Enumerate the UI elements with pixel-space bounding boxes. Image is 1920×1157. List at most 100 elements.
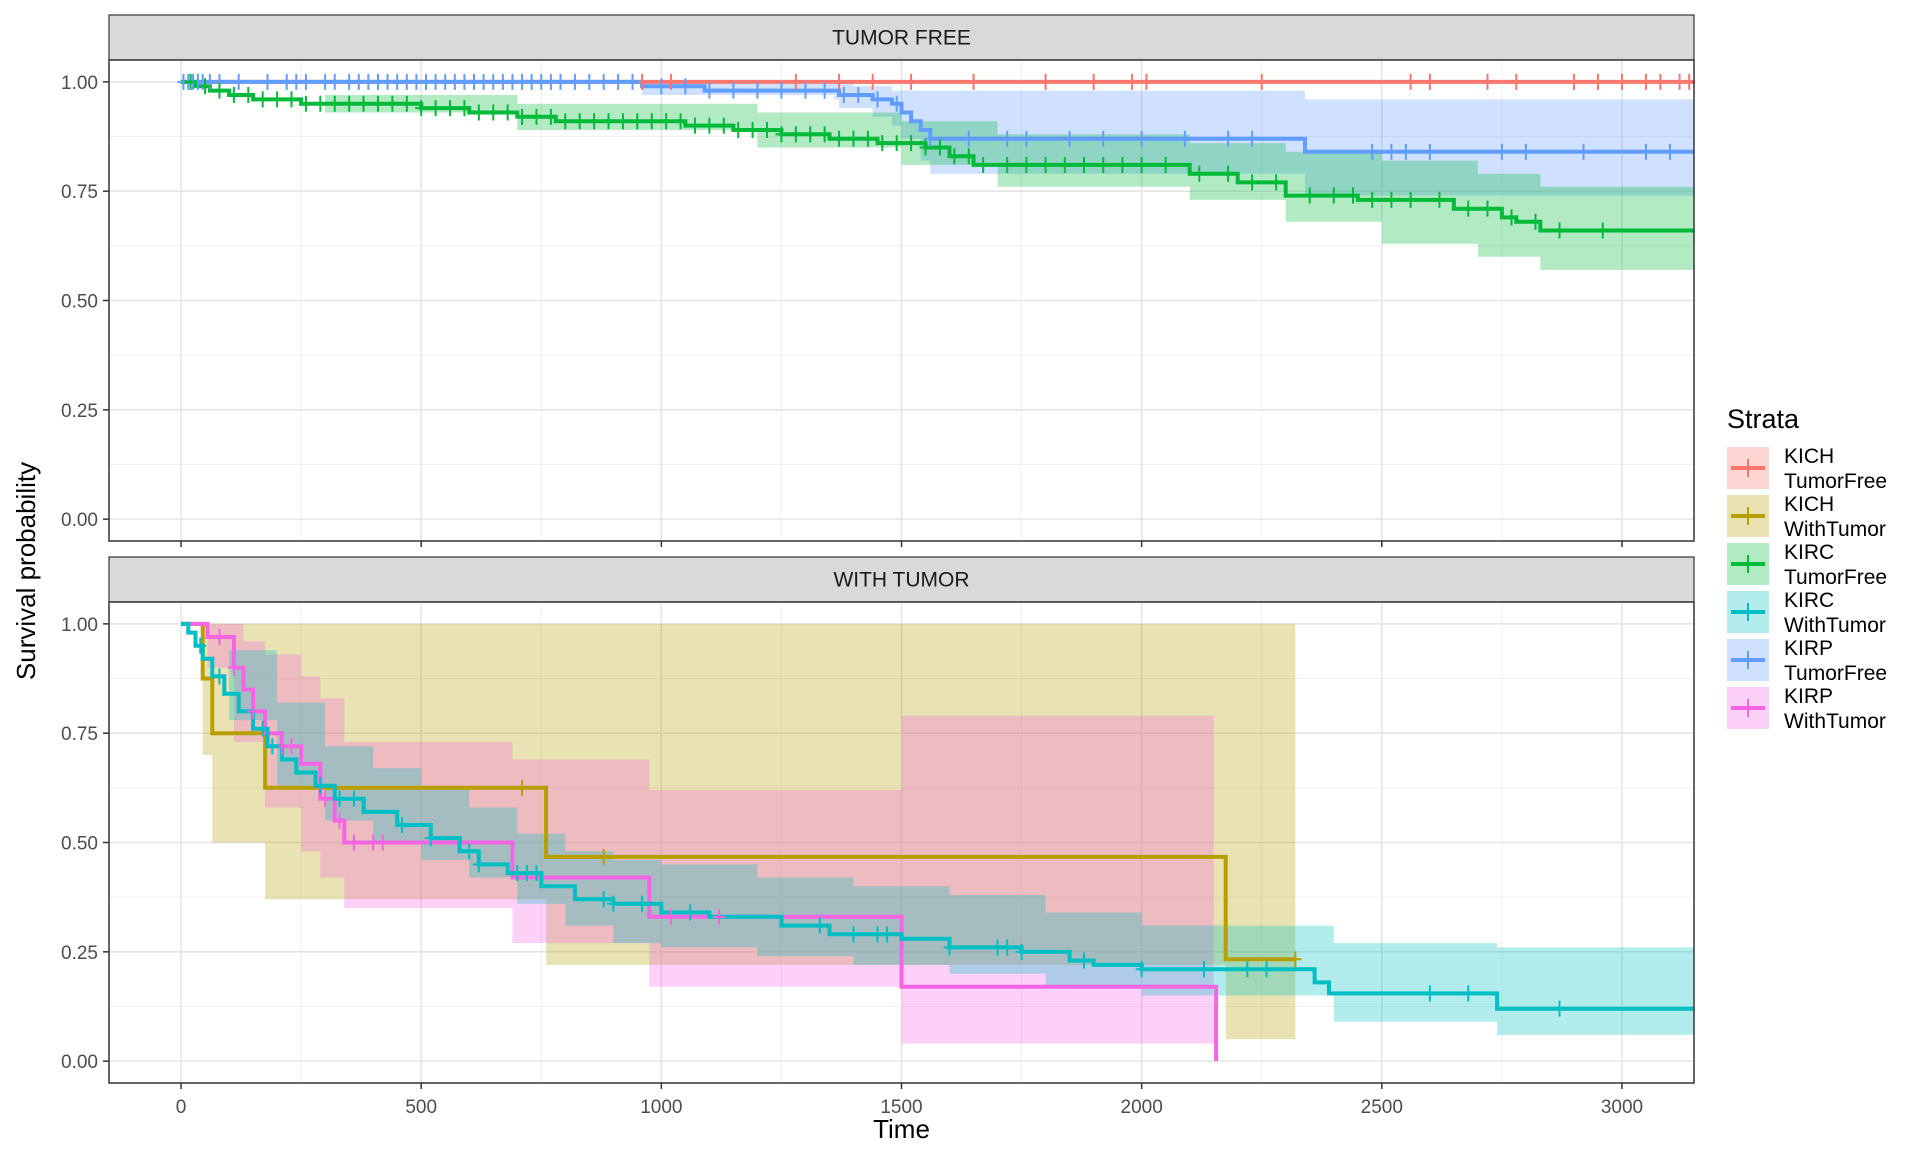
censor-mark [247, 703, 260, 720]
legend-key-kirc-tumorfree [1727, 543, 1769, 585]
censor-mark [1577, 143, 1590, 160]
panel-with-tumor-censors-kich-withtumor [516, 779, 1302, 968]
censor-mark [266, 738, 279, 755]
censor-mark [261, 73, 274, 90]
censor-mark [636, 895, 649, 912]
censor-mark [1327, 187, 1340, 204]
censor-mark [1639, 73, 1652, 90]
censor-mark [1462, 200, 1475, 217]
legend-label-line1: KIRP [1784, 685, 1833, 708]
censor-mark [530, 865, 543, 882]
panel-with-tumor-band-kirc-withtumor [181, 623, 1694, 1035]
censor-mark [852, 86, 865, 103]
censor-mark [213, 668, 226, 685]
censor-mark [1246, 130, 1259, 147]
panel-tumor-free-censors-kirc-tumorfree [184, 73, 1609, 239]
censor-mark [1097, 130, 1110, 147]
censor-mark [1222, 165, 1235, 182]
censor-mark [1481, 73, 1494, 90]
censor-mark [804, 126, 817, 143]
censor-mark [472, 104, 485, 121]
censor-mark [703, 82, 716, 99]
panel-tumor-free-title: TUMOR FREE [832, 27, 971, 50]
legend-key-kirp-tumorfree [1727, 639, 1769, 681]
legend-label-line2: TumorFree [1784, 470, 1887, 493]
censor-mark [612, 73, 625, 90]
censor-mark [1462, 985, 1475, 1002]
censor-mark [818, 126, 831, 143]
censor-mark [1020, 156, 1033, 173]
censor-mark [962, 148, 975, 165]
censor-mark [837, 86, 850, 103]
censor-mark [1260, 961, 1273, 978]
censor-mark [1135, 961, 1148, 978]
censor-mark [285, 91, 298, 108]
panel-tumor-free-y-tick-label: 0.00 [61, 510, 98, 531]
censor-mark [227, 86, 240, 103]
censor-mark [775, 126, 788, 143]
censor-mark [299, 73, 312, 90]
censor-mark [285, 738, 298, 755]
censor-mark [813, 917, 826, 934]
censor-mark [314, 777, 327, 794]
censor-mark [1097, 156, 1110, 173]
censor-mark [1423, 73, 1436, 90]
legend-key-kirp-withtumor [1727, 687, 1769, 729]
panel-tumor-free-censors-kich-tumorfree [636, 73, 1696, 90]
panel-with-tumor-strip [108, 556, 1695, 603]
censor-mark [256, 91, 269, 108]
censor-mark [501, 104, 514, 121]
censor-mark [1529, 213, 1542, 230]
censor-mark [271, 91, 284, 108]
x-tick-label: 2500 [1361, 1097, 1403, 1118]
censor-mark [1346, 187, 1359, 204]
censor-mark [395, 817, 408, 834]
legend-label-line1: KIRP [1784, 637, 1833, 660]
censor-mark [194, 637, 207, 654]
censor-mark [1135, 156, 1148, 173]
censor-mark [789, 73, 802, 90]
censor-mark [905, 135, 918, 152]
censor-mark [684, 904, 697, 921]
censor-mark [1078, 156, 1091, 173]
censor-mark [1135, 130, 1148, 147]
censor-mark [664, 73, 677, 90]
censor-mark [1270, 174, 1283, 191]
censor-mark [328, 95, 341, 112]
x-tick-label: 2000 [1121, 1097, 1163, 1118]
censor-mark [943, 939, 956, 956]
censor-mark [1591, 73, 1604, 90]
censor-mark [573, 113, 586, 130]
censor-mark [660, 113, 673, 130]
censor-mark [905, 73, 918, 90]
censor-mark [1404, 73, 1417, 90]
panel-tumor-free-y-tick-label: 1.00 [61, 73, 98, 94]
censor-mark [1126, 73, 1139, 90]
censor-mark [1198, 961, 1211, 978]
legend-title: Strata [1727, 404, 1800, 434]
censor-mark [1058, 156, 1071, 173]
censor-mark [463, 843, 476, 860]
panel-with-tumor-line-kirc-withtumor [181, 621, 1694, 1011]
censor-mark [703, 117, 716, 134]
x-tick-label: 500 [405, 1097, 437, 1118]
censor-mark [347, 834, 360, 851]
censor-mark [1001, 156, 1014, 173]
panel-with-tumor-censors-kirc-withtumor [194, 637, 1566, 1017]
y-axis-title: Survival probability [11, 462, 41, 680]
censor-mark [775, 82, 788, 99]
censor-mark [588, 113, 601, 130]
legend-label-line1: KICH [1784, 445, 1834, 468]
censor-mark [530, 108, 543, 125]
censor-mark [357, 95, 370, 112]
censor-mark [847, 926, 860, 943]
censor-mark [386, 95, 399, 112]
censor-mark [242, 86, 255, 103]
censor-mark [1433, 191, 1446, 208]
legend-label-line2: WithTumor [1784, 710, 1886, 733]
censor-mark [948, 148, 961, 165]
censor-mark [213, 82, 226, 99]
censor-mark [319, 790, 332, 807]
censor-mark [1553, 1000, 1566, 1017]
censor-mark [256, 720, 269, 737]
